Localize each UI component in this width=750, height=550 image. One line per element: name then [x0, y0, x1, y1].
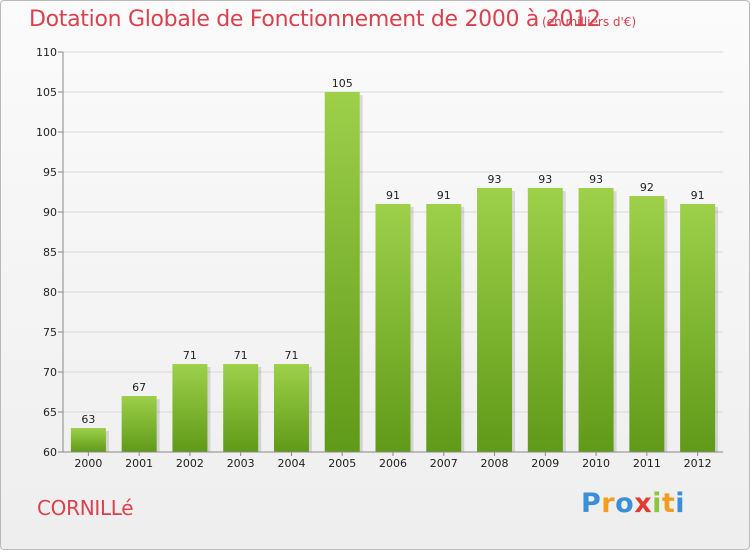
x-tick-label: 2007 — [430, 457, 458, 470]
value-label: 93 — [488, 173, 502, 186]
x-tick-label: 2009 — [531, 457, 559, 470]
y-tick-label: 85 — [43, 246, 57, 259]
logo-letter: i — [652, 488, 662, 519]
bar-2006[interactable] — [375, 204, 411, 452]
x-tick-label: 2005 — [328, 457, 356, 470]
value-label: 91 — [691, 189, 705, 202]
y-tick-label: 90 — [43, 206, 57, 219]
bar-2008[interactable] — [477, 188, 513, 452]
bar-2003[interactable] — [223, 364, 259, 452]
logo-letter: r — [601, 488, 616, 519]
y-tick-label: 70 — [43, 366, 57, 379]
x-tick-label: 2004 — [277, 457, 305, 470]
bar-2000[interactable] — [70, 428, 106, 452]
logo-letter: t — [661, 488, 676, 519]
value-label: 63 — [81, 413, 95, 426]
labels: 60 65 70 75 80 85 90 95 100 105 110 63 2000 67 2001 71 2… — [36, 46, 712, 470]
x-tick-label: 2000 — [74, 457, 102, 470]
bars — [70, 92, 719, 452]
bar-2012[interactable] — [680, 204, 716, 452]
y-tick-label: 110 — [36, 46, 57, 59]
value-label: 71 — [284, 349, 298, 362]
value-label: 71 — [234, 349, 248, 362]
logo-letter: o — [615, 488, 635, 519]
y-tick-label: 95 — [43, 166, 57, 179]
bar-2001[interactable] — [121, 396, 157, 452]
bar-2007[interactable] — [426, 204, 462, 452]
y-tick-label: 75 — [43, 326, 57, 339]
y-tick-label: 65 — [43, 406, 57, 419]
proxiti-logo[interactable]: Proxiti — [581, 488, 685, 519]
bar-2010[interactable] — [578, 188, 614, 452]
x-tick-label: 2012 — [684, 457, 712, 470]
axes — [58, 51, 723, 456]
chart-unit: (en milliers d'€) — [542, 15, 637, 29]
logo-letter: i — [675, 488, 686, 519]
value-label: 67 — [132, 381, 146, 394]
bar-2004[interactable] — [273, 364, 309, 452]
bar-2011[interactable] — [629, 196, 665, 452]
bar-2005[interactable] — [324, 92, 360, 452]
x-tick-label: 2002 — [176, 457, 204, 470]
x-tick-label: 2011 — [633, 457, 661, 470]
y-tick-label: 105 — [36, 86, 57, 99]
logo-letter: x — [634, 488, 653, 519]
y-tick-label: 100 — [36, 126, 57, 139]
chart-title: Dotation Globale de Fonctionnement de 20… — [29, 7, 601, 32]
x-tick-label: 2003 — [227, 457, 255, 470]
value-label: 93 — [538, 173, 552, 186]
value-label: 105 — [332, 77, 353, 90]
value-label: 93 — [589, 173, 603, 186]
value-label: 91 — [437, 189, 451, 202]
y-tick-label: 60 — [43, 446, 57, 459]
x-tick-label: 2006 — [379, 457, 407, 470]
logo-letter: P — [581, 488, 602, 519]
x-tick-label: 2008 — [481, 457, 509, 470]
value-label: 92 — [640, 181, 654, 194]
x-tick-label: 2001 — [125, 457, 153, 470]
value-label: 91 — [386, 189, 400, 202]
y-tick-label: 80 — [43, 286, 57, 299]
bar-2009[interactable] — [527, 188, 563, 452]
value-label: 71 — [183, 349, 197, 362]
bar-2002[interactable] — [172, 364, 208, 452]
x-tick-label: 2010 — [582, 457, 610, 470]
commune-name: CORNILLé — [37, 496, 134, 520]
